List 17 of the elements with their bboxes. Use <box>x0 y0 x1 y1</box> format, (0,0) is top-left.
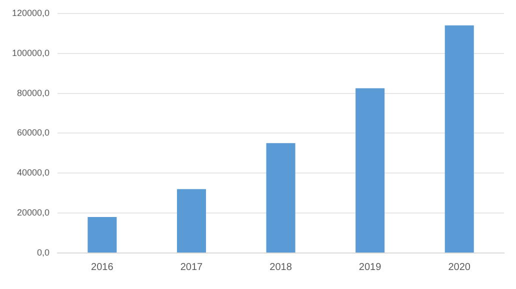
y-tick-label: 80000,0 <box>16 88 50 98</box>
x-tick-label: 2017 <box>180 262 204 273</box>
x-tick-label: 2019 <box>358 262 382 273</box>
y-tick-label: 0,0 <box>37 247 50 258</box>
y-tick-label: 20000,0 <box>16 208 50 218</box>
x-tick-label: 2018 <box>270 262 292 273</box>
bar <box>176 189 206 252</box>
y-tick-label: 40000,0 <box>16 168 50 178</box>
y-tick-label: 100000,0 <box>12 48 50 58</box>
y-tick-label: 120000,0 <box>12 8 50 18</box>
y-tick-label: 60000,0 <box>16 128 50 138</box>
bar <box>88 217 117 252</box>
bar <box>266 143 296 252</box>
x-tick-label: 2020 <box>448 262 471 273</box>
x-tick-label: 2016 <box>91 262 114 273</box>
bar <box>356 88 385 252</box>
bar <box>444 25 474 252</box>
